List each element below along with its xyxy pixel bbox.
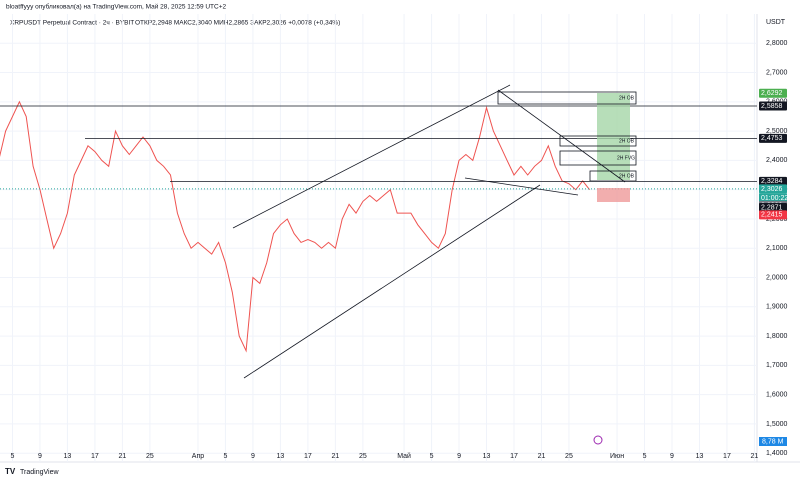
price-label: 2,6292 bbox=[761, 90, 783, 97]
x-tick-label: 25 bbox=[359, 453, 367, 460]
price-badge bbox=[759, 101, 787, 111]
volume-label: 8,78 M bbox=[762, 438, 784, 445]
y-tick-label: 2,1000 bbox=[766, 245, 788, 252]
x-tick-label: 25 bbox=[146, 453, 154, 460]
y-axis-label: USDT bbox=[766, 19, 786, 26]
target-zone bbox=[597, 93, 630, 180]
x-tick-label: 25 bbox=[565, 453, 573, 460]
y-tick-label: 1,5000 bbox=[766, 421, 788, 428]
order-block bbox=[589, 170, 637, 182]
price-label: 2,2871 bbox=[761, 204, 783, 211]
order-block bbox=[559, 135, 637, 147]
stop-zone bbox=[597, 188, 630, 202]
x-tick-label: 21 bbox=[751, 453, 759, 460]
annotation: 2H OB bbox=[619, 95, 635, 101]
price-badge bbox=[759, 88, 787, 98]
x-tick-label: Май bbox=[397, 452, 411, 460]
x-tick-label: 21 bbox=[119, 453, 127, 460]
x-tick-label: 17 bbox=[510, 453, 518, 460]
y-tick-label: 1,4000 bbox=[766, 450, 788, 457]
x-tick-label: 21 bbox=[331, 453, 339, 460]
y-tick-label: 1,9000 bbox=[766, 304, 788, 311]
price-badge bbox=[759, 133, 787, 143]
countdown-badge bbox=[759, 193, 787, 203]
price-badge bbox=[759, 210, 787, 220]
y-tick-label: 2,8000 bbox=[766, 40, 788, 47]
x-tick-label: Апр bbox=[192, 453, 204, 460]
price-badge bbox=[759, 176, 787, 186]
price-label: 2,4753 bbox=[761, 135, 783, 142]
trend-line bbox=[243, 184, 541, 379]
x-tick-label: 13 bbox=[483, 453, 491, 460]
x-tick-label: 13 bbox=[277, 453, 285, 460]
x-tick-label: 17 bbox=[723, 453, 731, 460]
x-tick-label: 5 bbox=[430, 453, 434, 460]
price-label: 2,5858 bbox=[761, 103, 783, 110]
annotation: 2H OB bbox=[619, 173, 635, 179]
y-tick-label: 2,5000 bbox=[766, 128, 788, 135]
x-tick-label: 17 bbox=[91, 453, 99, 460]
x-tick-label: 13 bbox=[64, 453, 72, 460]
price-badge bbox=[759, 202, 787, 212]
countdown: 01:00:22 bbox=[761, 195, 788, 202]
price-label: 2,3284 bbox=[761, 178, 783, 185]
y-tick-label: 2,4000 bbox=[766, 157, 788, 164]
x-tick-label: 5 bbox=[643, 453, 647, 460]
x-tick-label: 5 bbox=[11, 453, 15, 460]
price-label: 2,2415 bbox=[761, 212, 783, 219]
x-tick-label: 9 bbox=[251, 453, 255, 460]
event-icon bbox=[593, 435, 603, 445]
logo: TV bbox=[5, 467, 16, 476]
annotation: 2H FVG bbox=[617, 155, 635, 161]
trend-line bbox=[464, 177, 579, 196]
x-tick-label: 21 bbox=[538, 453, 546, 460]
chart-title: XRPUSDT Perpetual Contract · 2ч · BYBIT bbox=[10, 20, 134, 27]
y-tick-label: 1,6000 bbox=[766, 391, 788, 398]
y-tick-label: 1,7000 bbox=[766, 362, 788, 369]
x-tick-label: 13 bbox=[696, 453, 704, 460]
price-badge bbox=[759, 184, 787, 194]
footer: TradingView bbox=[20, 469, 59, 476]
x-tick-label: 5 bbox=[223, 453, 227, 460]
x-tick-label: 9 bbox=[670, 453, 674, 460]
price-line bbox=[0, 100, 590, 353]
x-tick-label: 9 bbox=[38, 453, 42, 460]
price-label: 2,3026 bbox=[761, 186, 783, 193]
y-tick-label: 1,8000 bbox=[766, 333, 788, 340]
x-tick-label: 17 bbox=[304, 453, 312, 460]
published: bloatffyyy опубликовал(а) на TradingView… bbox=[6, 3, 227, 11]
x-tick-label: 9 bbox=[457, 453, 461, 460]
order-block bbox=[497, 91, 637, 105]
trend-line bbox=[232, 84, 511, 229]
volume-badge bbox=[759, 437, 787, 446]
annotation: 2H OB bbox=[619, 138, 635, 144]
y-tick-label: 2,7000 bbox=[766, 69, 788, 76]
x-tick-label: Июн bbox=[610, 453, 624, 460]
ohlc: ОТКР2,2948 МАКС2,3040 МИН2,2865 ЗАКР2,30… bbox=[135, 20, 340, 27]
fvg bbox=[559, 150, 637, 166]
y-tick-label: 2,0000 bbox=[766, 274, 788, 281]
